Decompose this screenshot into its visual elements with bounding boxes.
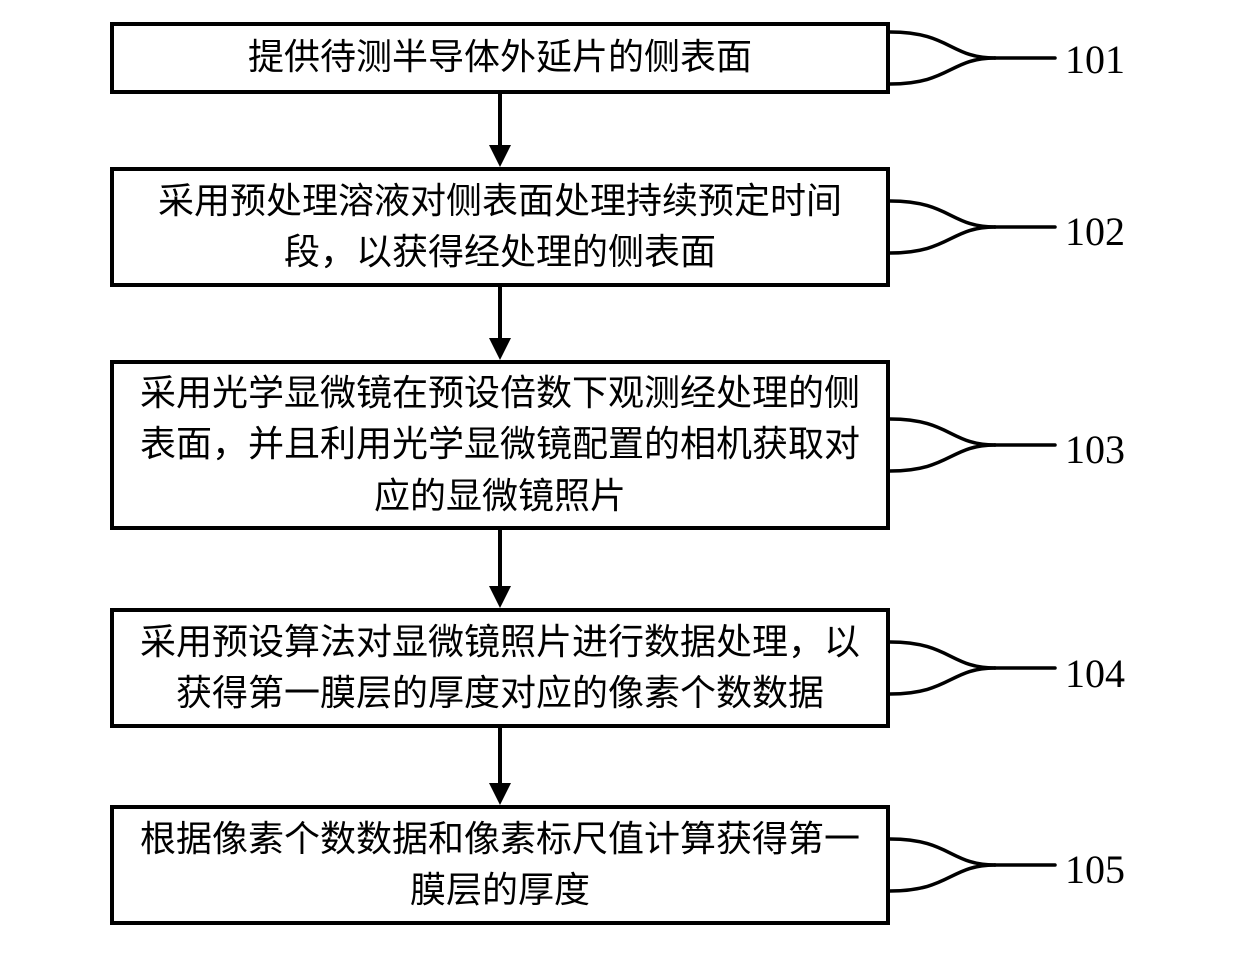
flow-step-3: 采用光学显微镜在预设倍数下观测经处理的侧表面，并且利用光学显微镜配置的相机获取对…	[110, 360, 890, 530]
flow-step-3-text: 采用光学显微镜在预设倍数下观测经处理的侧表面，并且利用光学显微镜配置的相机获取对…	[134, 368, 866, 521]
flow-step-5: 根据像素个数数据和像素标尺值计算获得第一膜层的厚度	[110, 805, 890, 925]
flow-step-2: 采用预处理溶液对侧表面处理持续预定时间段，以获得经处理的侧表面	[110, 167, 890, 287]
flow-step-1-text: 提供待测半导体外延片的侧表面	[248, 32, 752, 83]
flowchart-canvas: { "layout": { "canvas_w": 1240, "canvas_…	[0, 0, 1240, 973]
step-label-5: 105	[1065, 846, 1125, 893]
step-label-1: 101	[1065, 36, 1125, 83]
flow-step-2-text: 采用预处理溶液对侧表面处理持续预定时间段，以获得经处理的侧表面	[134, 176, 866, 278]
step-label-4: 104	[1065, 650, 1125, 697]
flow-step-4: 采用预设算法对显微镜照片进行数据处理，以获得第一膜层的厚度对应的像素个数数据	[110, 608, 890, 728]
step-label-3: 103	[1065, 426, 1125, 473]
flow-step-5-text: 根据像素个数数据和像素标尺值计算获得第一膜层的厚度	[134, 814, 866, 916]
flow-step-1: 提供待测半导体外延片的侧表面	[110, 22, 890, 94]
flow-step-4-text: 采用预设算法对显微镜照片进行数据处理，以获得第一膜层的厚度对应的像素个数数据	[134, 617, 866, 719]
step-label-2: 102	[1065, 208, 1125, 255]
